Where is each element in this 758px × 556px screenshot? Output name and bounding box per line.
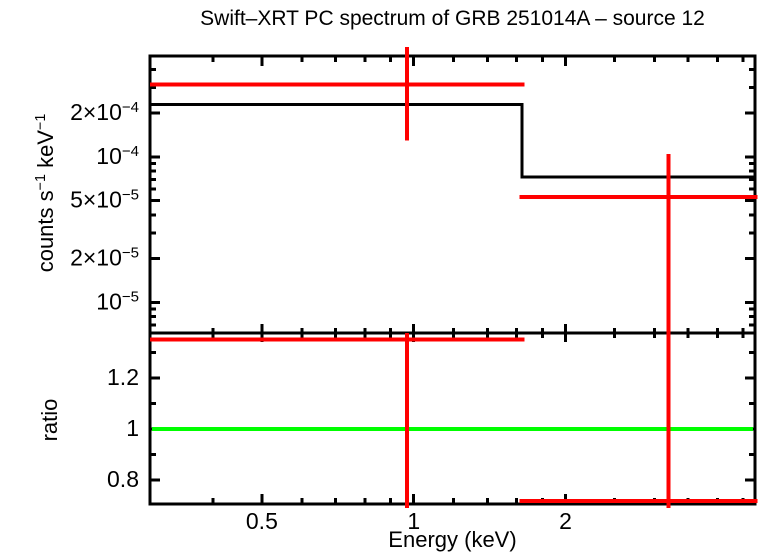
y-tick-label: 5×10−5 — [70, 187, 139, 213]
ratio-panel-frame — [148, 331, 757, 506]
x-axis-label: Energy (keV) — [388, 527, 517, 552]
y-tick-label: 1 — [126, 415, 139, 441]
y-tick-label: 1.2 — [107, 364, 139, 390]
plot-title: Swift–XRT PC spectrum of GRB 251014A – s… — [200, 7, 705, 30]
x-tick-label: 0.5 — [246, 508, 278, 534]
y-tick-label: 2×10−4 — [70, 99, 139, 125]
x-tick-label: 1 — [407, 508, 420, 534]
x-tick-label: 2 — [559, 508, 572, 534]
y-tick-label: 10−5 — [96, 288, 139, 314]
y-tick-label: 2×10−5 — [70, 245, 139, 271]
spectrum-panel-frame — [148, 54, 757, 335]
model-line — [150, 102, 755, 179]
y-tick-label: 0.8 — [107, 466, 139, 492]
y-tick-label: 10−4 — [96, 143, 139, 169]
